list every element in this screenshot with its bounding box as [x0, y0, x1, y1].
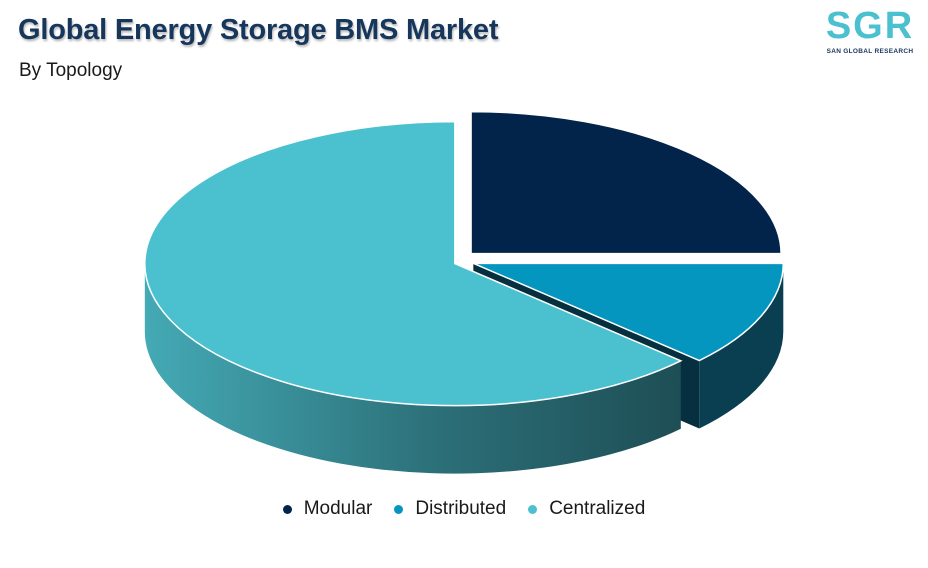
legend-swatch-distributed [394, 504, 404, 514]
pie-slice-modular [470, 110, 782, 255]
legend-label-distributed: Distributed [415, 498, 507, 519]
legend-swatch-centralized [528, 504, 538, 514]
pie-tops [144, 110, 785, 407]
logo-tagline: SAN GLOBAL RESEARCH [826, 48, 914, 55]
legend-item-modular: Modular [282, 498, 373, 520]
pie-side-distributed [699, 263, 784, 429]
chart-subtitle: By Topology [19, 60, 123, 81]
legend-item-distributed: Distributed [394, 498, 506, 520]
logo-mark: SGR [825, 5, 915, 47]
chart-title: Global Energy Storage BMS Market [18, 14, 499, 46]
legend-label-modular: Modular [303, 498, 373, 519]
pie-slice-distributed [473, 262, 785, 362]
legend-swatch-modular [282, 504, 292, 514]
legend-item-centralized: Centralized [528, 498, 645, 520]
pie-side-centralized [144, 263, 681, 474]
chart-legend: Modular Distributed Centralized [0, 498, 928, 520]
pie-slice-centralized [144, 120, 683, 407]
legend-label-centralized: Centralized [549, 498, 646, 519]
sgr-logo: SGR SAN GLOBAL RESEARCH [818, 6, 922, 60]
